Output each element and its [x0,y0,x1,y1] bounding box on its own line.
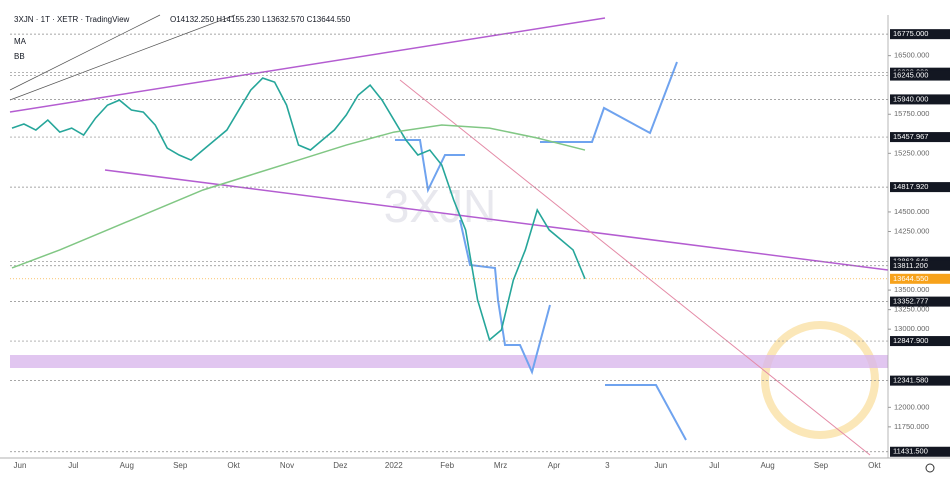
level-box [890,132,950,143]
x-tick-label: Jul [68,461,78,470]
level-label: 15940.000 [893,94,928,103]
x-tick-label: Sep [814,461,829,470]
level-label: 16245.000 [893,71,928,80]
arrow-path [540,61,678,143]
x-tick-label: Dez [333,461,347,470]
last-price-box [890,273,950,284]
level-box [890,29,950,40]
level-label: 12847.900 [893,336,928,345]
x-tick-label: 2022 [385,461,403,470]
forecast-arrows [395,61,687,441]
logo-watermark [761,321,879,439]
indicator-label: BB [14,52,25,61]
level-box [890,70,950,81]
level-label: 14817.920 [893,182,928,191]
y-tick-label: 16500.000 [894,51,929,60]
level-label: 13811.200 [893,261,928,270]
x-tick-label: Mrz [494,461,507,470]
arrow-path [395,139,465,194]
x-tick-label: Sep [173,461,188,470]
y-tick-label: 15250.000 [894,148,929,157]
arrow-path [605,384,687,441]
level-box [890,296,950,307]
level-box [890,446,950,457]
y-tick-label: 13000.000 [894,324,929,333]
y-tick-label: 14500.000 [894,207,929,216]
x-tick-label: Apr [548,461,561,470]
level-label: 11431.500 [893,447,928,456]
series-line [11,77,586,342]
last-price-label: 13644.550 [893,274,928,283]
x-tick-label: Aug [760,461,774,470]
axis: 16500.000 15750.000 15250.000 14500.000 1425… [888,29,950,457]
level-box [890,336,950,347]
support-zone [10,355,888,368]
level-box [890,182,950,193]
y-tick-label: 14250.000 [894,226,929,235]
trendline [9,14,161,91]
watermark: 3XJN [384,180,496,232]
x-tick-label: Okt [227,461,240,470]
y-tick-label: 13500.000 [894,285,929,294]
level-box [890,94,950,105]
level-label: 12341.580 [893,376,928,385]
trendline [9,14,236,101]
chart-title: 3XJN · 1T · XETR · TradingView [14,15,130,24]
trendline [104,169,889,271]
x-tick-label: Jun [14,461,27,470]
trendline [9,17,606,113]
y-tick-label: 13250.000 [894,305,929,314]
x-tick-label: Jun [654,461,667,470]
series-line [11,124,586,269]
y-tick-label: 15750.000 [894,109,929,118]
level-label: 15457.967 [893,132,928,141]
x-tick-label: 3 [605,461,610,470]
x-tick-label: Feb [440,461,454,470]
indicator-label: MA [14,37,27,46]
level-box [890,375,950,386]
y-tick-label: 11750.000 [894,422,929,431]
level-label: 16775.000 [893,29,928,38]
x-tick-label: Aug [120,461,134,470]
y-tick-label: 12000.000 [894,402,929,411]
trendline [399,79,871,456]
settings-icon[interactable] [925,463,935,473]
ohlc: O14132.250 H14155.230 L13632.570 C13644.… [170,15,351,24]
x-tick-label: Jul [709,461,719,470]
level-label: 13352.777 [893,297,928,306]
level-box [890,260,950,271]
x-tick-label: Okt [868,461,881,470]
x-tick-label: Nov [280,461,294,470]
